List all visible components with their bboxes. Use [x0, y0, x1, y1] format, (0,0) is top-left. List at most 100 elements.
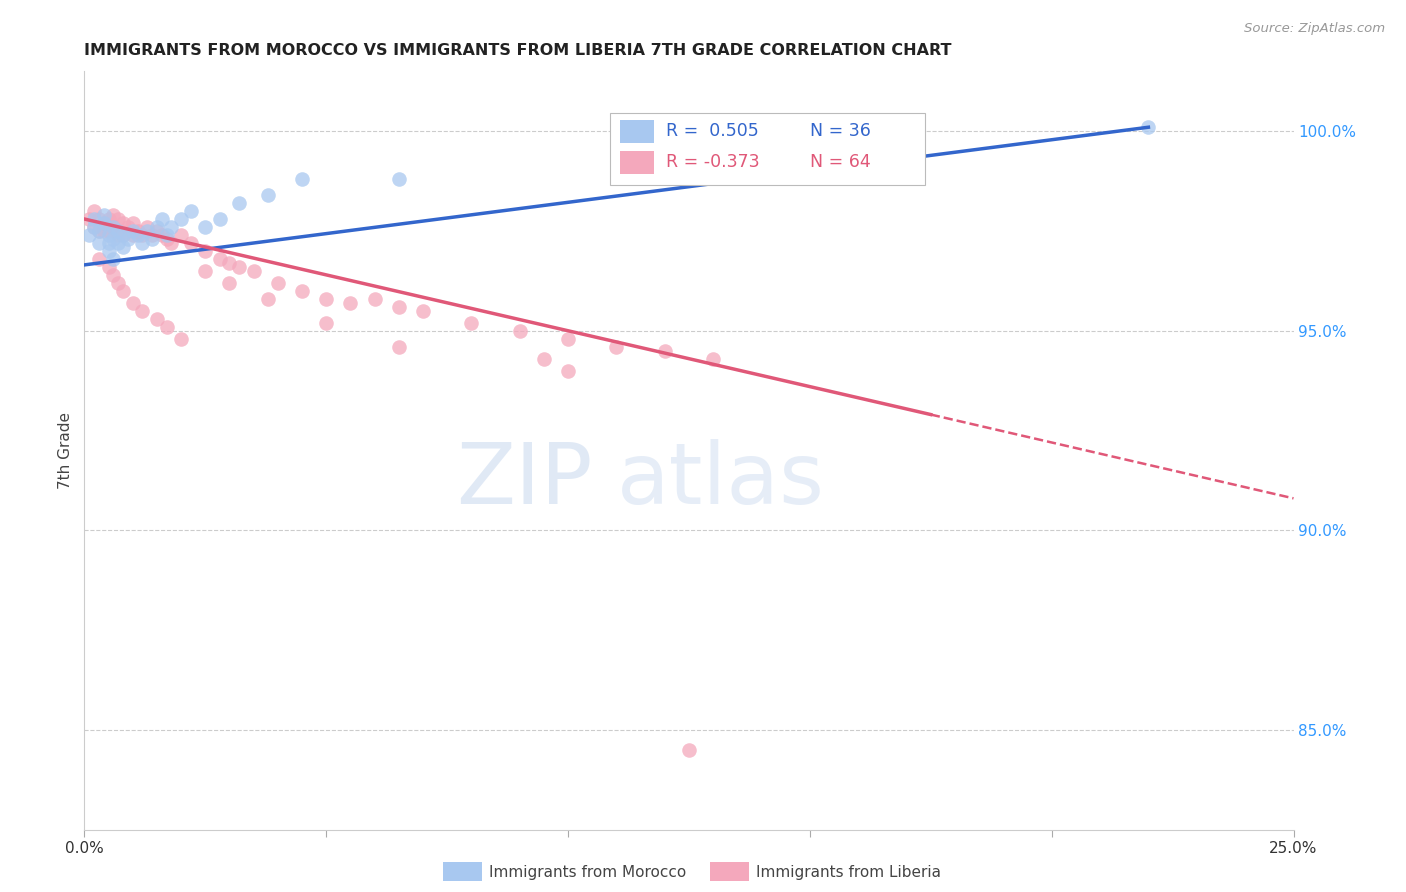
Point [388, 300, 411, 314]
Point [131, 235, 153, 250]
Point [83, 219, 105, 234]
Point [412, 303, 434, 318]
Point [107, 227, 129, 242]
FancyBboxPatch shape [610, 113, 925, 186]
Point [315, 292, 337, 306]
Point [141, 232, 163, 246]
Point [87, 224, 110, 238]
Point [97, 227, 120, 242]
Point [131, 227, 153, 242]
Point [509, 324, 531, 338]
Point [87, 235, 110, 250]
Point [83, 212, 105, 227]
Point [533, 351, 555, 366]
Point [112, 216, 135, 230]
Point [107, 235, 129, 250]
Point [194, 264, 217, 278]
Point [103, 232, 125, 246]
Point [242, 264, 264, 278]
Point [257, 292, 280, 306]
Text: Immigrants from Morocco: Immigrants from Morocco [489, 865, 686, 880]
Point [97, 244, 120, 258]
Point [77, 212, 100, 227]
Point [155, 227, 177, 242]
Point [136, 219, 159, 234]
Point [121, 224, 143, 238]
Point [460, 316, 482, 330]
Point [388, 340, 411, 354]
Point [107, 224, 129, 238]
Point [103, 268, 125, 282]
Point [97, 224, 120, 238]
Point [678, 743, 700, 757]
Point [170, 332, 193, 346]
Point [654, 343, 676, 358]
Point [160, 235, 183, 250]
Point [112, 227, 135, 242]
Point [180, 204, 202, 219]
Point [87, 212, 110, 227]
FancyBboxPatch shape [620, 120, 654, 143]
Point [83, 204, 105, 219]
Text: ZIP: ZIP [456, 439, 592, 523]
Point [194, 244, 217, 258]
Point [150, 212, 173, 227]
Text: N = 64: N = 64 [810, 153, 870, 171]
Point [702, 351, 724, 366]
Point [170, 227, 193, 242]
Point [218, 276, 240, 290]
Point [87, 224, 110, 238]
Point [112, 240, 135, 254]
Point [155, 319, 177, 334]
Point [131, 303, 153, 318]
Point [93, 208, 115, 222]
Text: atlas: atlas [616, 439, 824, 523]
Point [160, 219, 183, 234]
Point [136, 224, 159, 238]
Point [121, 227, 143, 242]
Y-axis label: 7th Grade: 7th Grade [58, 412, 73, 489]
Text: IMMIGRANTS FROM MOROCCO VS IMMIGRANTS FROM LIBERIA 7TH GRADE CORRELATION CHART: IMMIGRANTS FROM MOROCCO VS IMMIGRANTS FR… [84, 43, 952, 58]
Point [103, 219, 125, 234]
Point [267, 276, 290, 290]
Text: N = 36: N = 36 [810, 122, 870, 140]
Point [77, 227, 100, 242]
Point [146, 224, 169, 238]
Point [1137, 120, 1160, 135]
Text: Immigrants from Liberia: Immigrants from Liberia [756, 865, 942, 880]
Point [257, 188, 280, 202]
Point [208, 252, 231, 266]
Point [103, 252, 125, 266]
Point [218, 256, 240, 270]
Point [93, 216, 115, 230]
Point [121, 295, 143, 310]
Point [97, 212, 120, 227]
Point [208, 212, 231, 227]
Point [112, 227, 135, 242]
Point [87, 252, 110, 266]
Text: Source: ZipAtlas.com: Source: ZipAtlas.com [1244, 22, 1385, 36]
Point [97, 235, 120, 250]
Text: R =  0.505: R = 0.505 [666, 122, 759, 140]
Point [112, 284, 135, 298]
Point [117, 232, 139, 246]
Point [315, 316, 337, 330]
Point [117, 219, 139, 234]
Text: R = -0.373: R = -0.373 [666, 153, 759, 171]
Point [107, 276, 129, 290]
Point [557, 364, 579, 378]
Point [291, 172, 314, 186]
Point [107, 212, 129, 227]
Point [339, 295, 361, 310]
Point [83, 219, 105, 234]
Point [228, 196, 250, 211]
Point [557, 332, 579, 346]
Point [127, 227, 149, 242]
Point [605, 340, 627, 354]
FancyBboxPatch shape [620, 151, 654, 174]
Point [103, 208, 125, 222]
Point [194, 219, 217, 234]
Point [141, 227, 163, 242]
Point [103, 219, 125, 234]
Point [388, 172, 411, 186]
